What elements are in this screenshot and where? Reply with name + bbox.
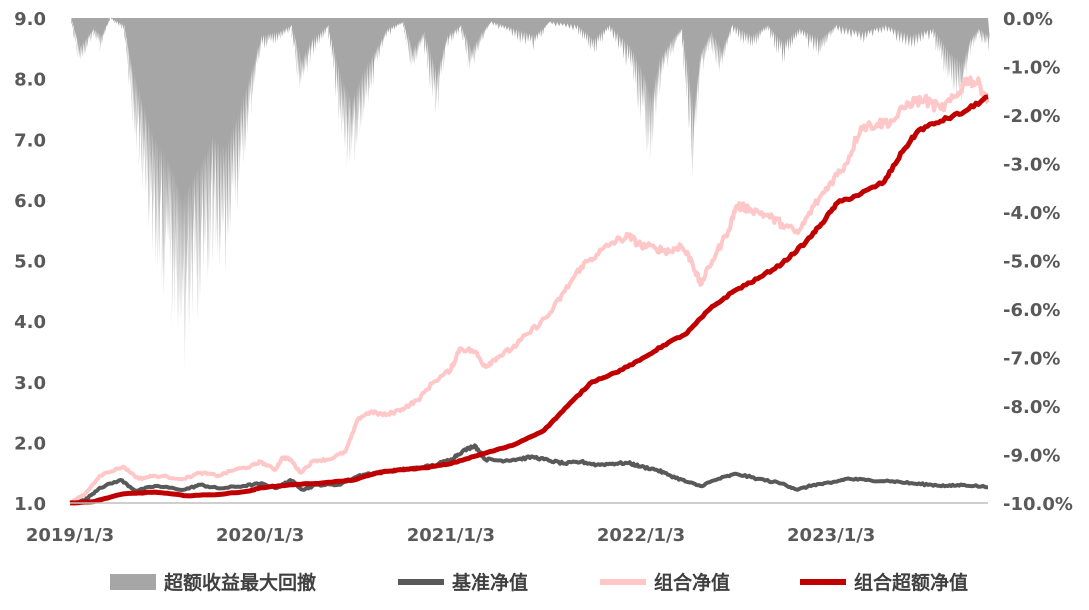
y-right-tick-label: -6.0%: [1003, 300, 1060, 321]
x-tick-label: 2022/1/3: [597, 525, 685, 546]
y-right-tick-label: 0.0%: [1003, 9, 1053, 30]
y-left-tick-label: 5.0: [14, 252, 46, 273]
y-right-tick-label: -4.0%: [1003, 203, 1060, 224]
series-portfolio-line: [69, 75, 990, 505]
x-tick-label: 2020/1/3: [216, 525, 304, 546]
y-right-tick-label: -8.0%: [1003, 397, 1060, 418]
series-drawdown-area: [70, 18, 990, 371]
legend: 超额收益最大回撤 基准净值 组合净值 组合超额净值: [110, 571, 968, 594]
y-right-tick-label: -5.0%: [1003, 252, 1060, 273]
y-left-tick-label: 4.0: [14, 312, 46, 333]
y-left-tick-label: 9.0: [14, 9, 46, 30]
y-right-tick-label: -9.0%: [1003, 446, 1060, 467]
series-excess-line: [69, 94, 989, 506]
legend-label-portfolio: 组合净值: [654, 571, 730, 594]
y-right-tick-label: -1.0%: [1003, 58, 1060, 79]
axes-layer: 1.0 2.0 3.0 4.0 5.0 6.0 7.0 8.0 9.0 0.0% -1.0% -2.0…: [14, 9, 1073, 546]
legend-label-benchmark: 基准净值: [451, 571, 528, 594]
y-left-tick-label: 6.0: [14, 191, 46, 212]
y-right-tick-label: -2.0%: [1003, 106, 1060, 127]
drawdown-area-layer: [70, 18, 990, 371]
series-benchmark-line: [69, 443, 989, 505]
y-left-tick-label: 1.0: [14, 494, 46, 515]
y-left-tick-label: 7.0: [14, 130, 46, 151]
series-lines-layer: [69, 75, 990, 506]
legend-label-excess: 组合超额净值: [854, 571, 968, 594]
y-left-tick-label: 3.0: [14, 373, 46, 394]
y-right-tick-label: -3.0%: [1003, 155, 1060, 176]
x-tick-label: 2021/1/3: [407, 525, 495, 546]
y-right-tick-label: -10.0%: [1003, 494, 1073, 515]
y-right-tick-label: -7.0%: [1003, 349, 1060, 370]
x-tick-label: 2023/1/3: [787, 525, 875, 546]
y-left-tick-label: 8.0: [14, 70, 46, 91]
x-tick-label: 2019/1/3: [26, 525, 114, 546]
y-left-tick-label: 2.0: [14, 433, 46, 454]
legend-swatch-drawdown: [110, 574, 156, 590]
legend-label-drawdown: 超额收益最大回撤: [163, 571, 316, 594]
